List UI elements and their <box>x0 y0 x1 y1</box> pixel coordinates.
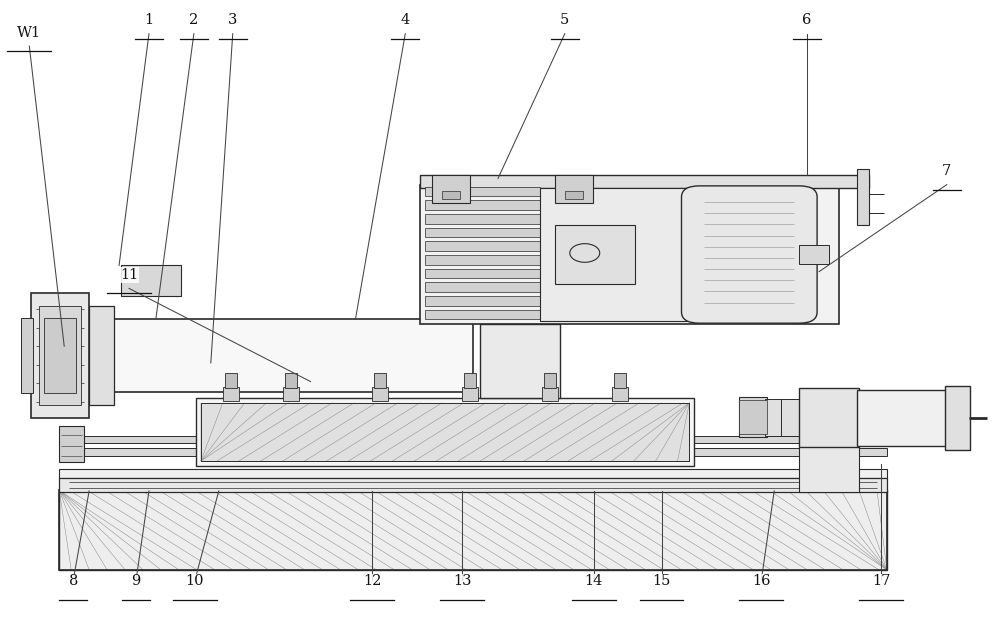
Bar <box>59 469 887 479</box>
Bar <box>425 296 540 306</box>
Text: 14: 14 <box>585 575 603 588</box>
Bar <box>196 397 694 466</box>
Bar <box>432 175 470 203</box>
Text: 11: 11 <box>120 268 138 282</box>
Bar <box>285 373 297 388</box>
Bar <box>21 318 33 392</box>
Bar <box>739 400 767 434</box>
Bar <box>420 175 869 188</box>
Bar <box>59 479 887 492</box>
Bar <box>799 245 829 264</box>
Bar <box>59 436 887 443</box>
Bar <box>31 293 89 417</box>
Bar <box>425 187 540 197</box>
Bar <box>425 310 540 319</box>
Bar <box>44 318 76 392</box>
Bar <box>945 386 970 450</box>
Bar <box>121 265 181 296</box>
Bar <box>544 373 556 388</box>
Bar <box>442 192 460 199</box>
Bar <box>425 268 540 278</box>
Bar <box>464 373 476 388</box>
Bar <box>781 399 803 436</box>
Bar <box>201 402 689 461</box>
Bar <box>612 387 628 401</box>
Text: 3: 3 <box>228 14 237 27</box>
Bar <box>372 387 388 401</box>
Bar <box>39 306 81 405</box>
Bar <box>555 225 635 284</box>
Bar <box>425 228 540 238</box>
Bar <box>857 169 869 225</box>
Bar <box>59 426 84 462</box>
Text: 2: 2 <box>189 14 198 27</box>
Bar <box>765 399 783 436</box>
Text: 9: 9 <box>131 575 141 588</box>
Bar <box>425 214 540 224</box>
Text: W1: W1 <box>17 26 41 40</box>
Text: 7: 7 <box>942 165 951 178</box>
Bar <box>540 188 694 321</box>
Bar <box>614 373 626 388</box>
Bar <box>420 185 839 324</box>
Text: 15: 15 <box>652 575 671 588</box>
Text: 13: 13 <box>453 575 471 588</box>
Bar <box>425 200 540 210</box>
Bar <box>114 319 473 391</box>
Text: 1: 1 <box>144 14 154 27</box>
Bar <box>799 388 859 447</box>
Bar <box>59 448 887 456</box>
Bar <box>425 241 540 251</box>
Text: 6: 6 <box>802 14 812 27</box>
Text: 17: 17 <box>872 575 890 588</box>
Bar <box>374 373 386 388</box>
Bar <box>739 397 767 437</box>
Bar <box>225 373 237 388</box>
Bar <box>425 282 540 292</box>
Bar <box>480 324 560 397</box>
Text: 12: 12 <box>363 575 382 588</box>
Text: 5: 5 <box>560 14 569 27</box>
Bar <box>565 192 583 199</box>
Text: 16: 16 <box>752 575 771 588</box>
Bar <box>59 490 887 570</box>
Bar <box>283 387 299 401</box>
Text: 4: 4 <box>401 14 410 27</box>
Bar <box>201 402 689 461</box>
FancyBboxPatch shape <box>681 186 817 323</box>
Bar <box>799 446 859 492</box>
Bar <box>223 387 239 401</box>
Bar <box>59 490 887 570</box>
Bar <box>555 175 593 203</box>
Bar <box>857 389 947 446</box>
Text: 8: 8 <box>69 575 78 588</box>
Bar <box>542 387 558 401</box>
Bar <box>89 306 114 405</box>
Text: 10: 10 <box>186 575 204 588</box>
Bar <box>425 255 540 265</box>
Bar <box>462 387 478 401</box>
